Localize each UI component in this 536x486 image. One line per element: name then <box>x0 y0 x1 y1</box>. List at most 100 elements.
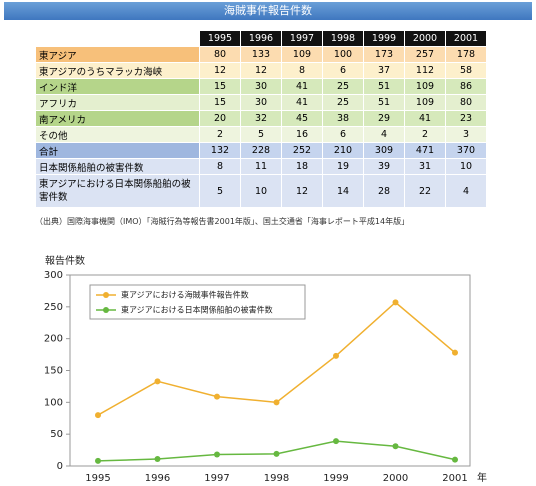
row-label: 東アジアのうちマラッカ海峡 <box>35 62 200 79</box>
cell: 2 <box>404 126 446 143</box>
y-tick-label: 300 <box>44 270 63 281</box>
cell: 58 <box>445 62 487 79</box>
table-row: その他 2 5 16 6 4 2 3 <box>35 126 487 143</box>
data-point <box>333 352 339 359</box>
cell: 32 <box>240 110 282 127</box>
table-row: 東アジアのうちマラッカ海峡 12 12 8 6 37 112 58 <box>35 62 487 79</box>
cell: 6 <box>322 126 364 143</box>
row-label: インド洋 <box>35 78 200 95</box>
table-row: インド洋 15 30 41 25 51 109 86 <box>35 78 487 95</box>
row-label: 南アメリカ <box>35 110 200 127</box>
cell: 29 <box>363 110 405 127</box>
x-tick-label: 1997 <box>204 473 229 484</box>
column-header: 1996 <box>240 30 282 47</box>
x-tick-label: 1998 <box>264 473 289 484</box>
header-row: 1995 1996 1997 1998 1999 2000 2001 <box>35 30 487 47</box>
legend <box>89 284 306 320</box>
y-tick-label: 0 <box>57 461 63 472</box>
data-point <box>154 378 161 385</box>
column-header: 1997 <box>281 30 323 47</box>
table-row: アフリカ 15 30 41 25 51 109 80 <box>35 94 487 111</box>
data-point <box>392 443 399 450</box>
cell: 6 <box>322 62 364 79</box>
y-tick-label: 50 <box>50 429 63 440</box>
cell: 252 <box>281 142 323 159</box>
y-tick-label: 250 <box>44 302 63 313</box>
data-point <box>214 451 220 458</box>
data-point <box>273 399 280 406</box>
cell: 19 <box>322 158 364 175</box>
cell: 5 <box>199 174 241 208</box>
data-point <box>95 412 101 419</box>
data-point <box>333 438 339 445</box>
cell: 4 <box>445 174 487 208</box>
legend-label: 東アジアにおける海賊事件報告件数 <box>121 290 249 300</box>
cell: 25 <box>322 78 364 95</box>
cell: 41 <box>281 78 323 95</box>
cell: 11 <box>240 158 282 175</box>
x-tick-label: 1999 <box>323 473 348 484</box>
source-note: （出典）国際海事機関（IMO）「海賊行為等報告書2001年版」、国土交通省「海事… <box>35 217 410 226</box>
cell: 133 <box>240 46 282 63</box>
cell: 4 <box>363 126 405 143</box>
x-tick-label: 2000 <box>383 473 408 484</box>
cell: 210 <box>322 142 364 159</box>
row-label: 東アジアにおける日本関係船舶の被害件数 <box>35 174 200 208</box>
y-axis-label: 報告件数 <box>45 254 85 267</box>
y-tick-label: 200 <box>44 334 63 345</box>
column-header: 1995 <box>199 30 241 47</box>
cell: 10 <box>240 174 282 208</box>
cell: 30 <box>240 94 282 111</box>
x-tick-label: 2001 <box>442 473 467 484</box>
data-point <box>154 455 161 462</box>
column-header: 1998 <box>322 30 364 47</box>
data-point <box>392 299 399 306</box>
cell: 173 <box>363 46 405 63</box>
cell: 14 <box>322 174 364 208</box>
cell: 22 <box>404 174 446 208</box>
cell: 109 <box>404 94 446 111</box>
cell: 51 <box>363 78 405 95</box>
cell: 132 <box>199 142 241 159</box>
legend-marker <box>103 307 109 313</box>
chart: 報告件数 年 0 50 100 150 200 250 300 1995 1996 1997 199… <box>44 254 487 484</box>
cell: 20 <box>199 110 241 127</box>
cell: 12 <box>240 62 282 79</box>
cell: 80 <box>199 46 241 63</box>
y-tick-label: 100 <box>44 397 63 408</box>
table-row: 南アメリカ 20 32 45 38 29 41 23 <box>35 110 487 127</box>
cell: 38 <box>322 110 364 127</box>
cell: 12 <box>199 62 241 79</box>
cell: 28 <box>363 174 405 208</box>
cell: 23 <box>445 110 487 127</box>
row-label: 合計 <box>35 142 200 159</box>
cell: 31 <box>404 158 446 175</box>
table-row: 東アジア 80 133 109 100 173 257 178 <box>35 46 487 63</box>
cell: 5 <box>240 126 282 143</box>
row-label: 東アジア <box>35 46 200 63</box>
cell: 15 <box>199 78 241 95</box>
y-tick-label: 150 <box>44 366 63 377</box>
cell: 41 <box>404 110 446 127</box>
x-tick-label: 1995 <box>85 473 110 484</box>
cell: 109 <box>281 46 323 63</box>
cell: 12 <box>281 174 323 208</box>
data-point <box>214 393 220 400</box>
cell: 109 <box>404 78 446 95</box>
cell: 51 <box>363 94 405 111</box>
cell: 45 <box>281 110 323 127</box>
cell: 86 <box>445 78 487 95</box>
data-point <box>95 457 101 464</box>
cell: 16 <box>281 126 323 143</box>
cell: 228 <box>240 142 282 159</box>
x-axis-label: 年 <box>477 471 487 484</box>
row-label: アフリカ <box>35 94 200 111</box>
cell: 10 <box>445 158 487 175</box>
row-label: 日本関係船舶の被害件数 <box>35 158 200 175</box>
table-row: 合計 132 228 252 210 309 471 370 <box>35 142 487 159</box>
table-row: 日本関係船舶の被害件数 8 11 18 19 39 31 10 <box>35 158 487 175</box>
corner <box>35 30 200 47</box>
title-bar: 海賊事件報告件数 <box>4 2 532 20</box>
cell: 178 <box>445 46 487 63</box>
